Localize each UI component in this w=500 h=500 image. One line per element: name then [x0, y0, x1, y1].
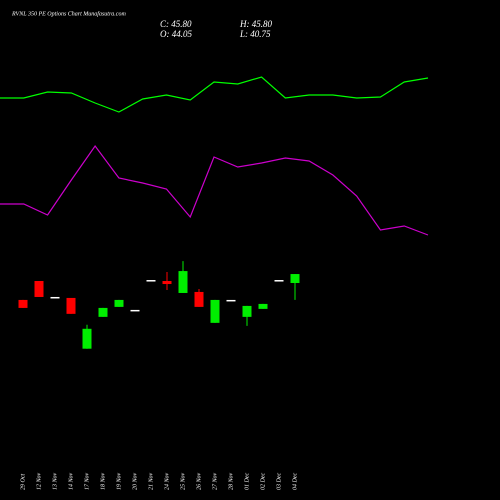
x-tick-label: 18 Nov	[100, 472, 106, 490]
x-tick-label: 27 Nov	[212, 472, 218, 490]
chart-title: RVNL 350 PE Options Chart Munafasutra.co…	[11, 10, 126, 17]
candle-body	[66, 297, 76, 314]
ohlc-label: H: 45.80	[239, 19, 272, 29]
candle-body	[82, 328, 92, 349]
candle-body	[290, 274, 300, 283]
candle-body	[130, 309, 140, 312]
candle-body	[146, 280, 156, 282]
ohlc-label: L: 40.75	[239, 29, 271, 39]
candle-body	[258, 303, 268, 309]
x-tick-label: 17 Nov	[84, 472, 90, 490]
candle-body	[194, 291, 204, 307]
x-tick-label: 12 Nov	[36, 472, 42, 490]
candle-body	[178, 271, 188, 293]
candle-body	[50, 296, 60, 299]
candle-body	[98, 307, 108, 317]
indicator-line	[0, 76, 429, 113]
x-tick-label: 13 Nov	[52, 472, 58, 490]
x-tick-label: 01 Dec	[244, 473, 250, 490]
x-tick-label: 29 Oct	[20, 474, 26, 490]
candle-body	[242, 305, 252, 317]
x-tick-label: 14 Nov	[67, 472, 74, 490]
x-tick-label: 02 Dec	[260, 473, 266, 490]
candle-body	[162, 281, 172, 285]
x-tick-label: 25 Nov	[180, 472, 186, 490]
x-tick-label: 04 Dec	[291, 473, 298, 490]
x-tick-label: 19 Nov	[116, 472, 122, 490]
candle-body	[210, 299, 220, 323]
x-tick-label: 20 Nov	[132, 472, 138, 490]
ohlc-label: C: 45.80	[160, 19, 192, 29]
x-tick-label: 24 Nov	[163, 472, 170, 490]
indicator-line	[0, 144, 429, 236]
ohlc-label: O: 44.05	[160, 29, 192, 39]
candle-body	[114, 299, 124, 307]
x-tick-label: 26 Nov	[196, 472, 202, 490]
x-tick-label: 28 Nov	[228, 472, 234, 490]
candle-body	[18, 299, 28, 308]
candle-body	[34, 281, 44, 297]
x-tick-label: 21 Nov	[148, 472, 154, 490]
candle-body	[274, 280, 284, 282]
candle-body	[226, 299, 236, 302]
x-tick-label: 03 Dec	[276, 473, 282, 490]
